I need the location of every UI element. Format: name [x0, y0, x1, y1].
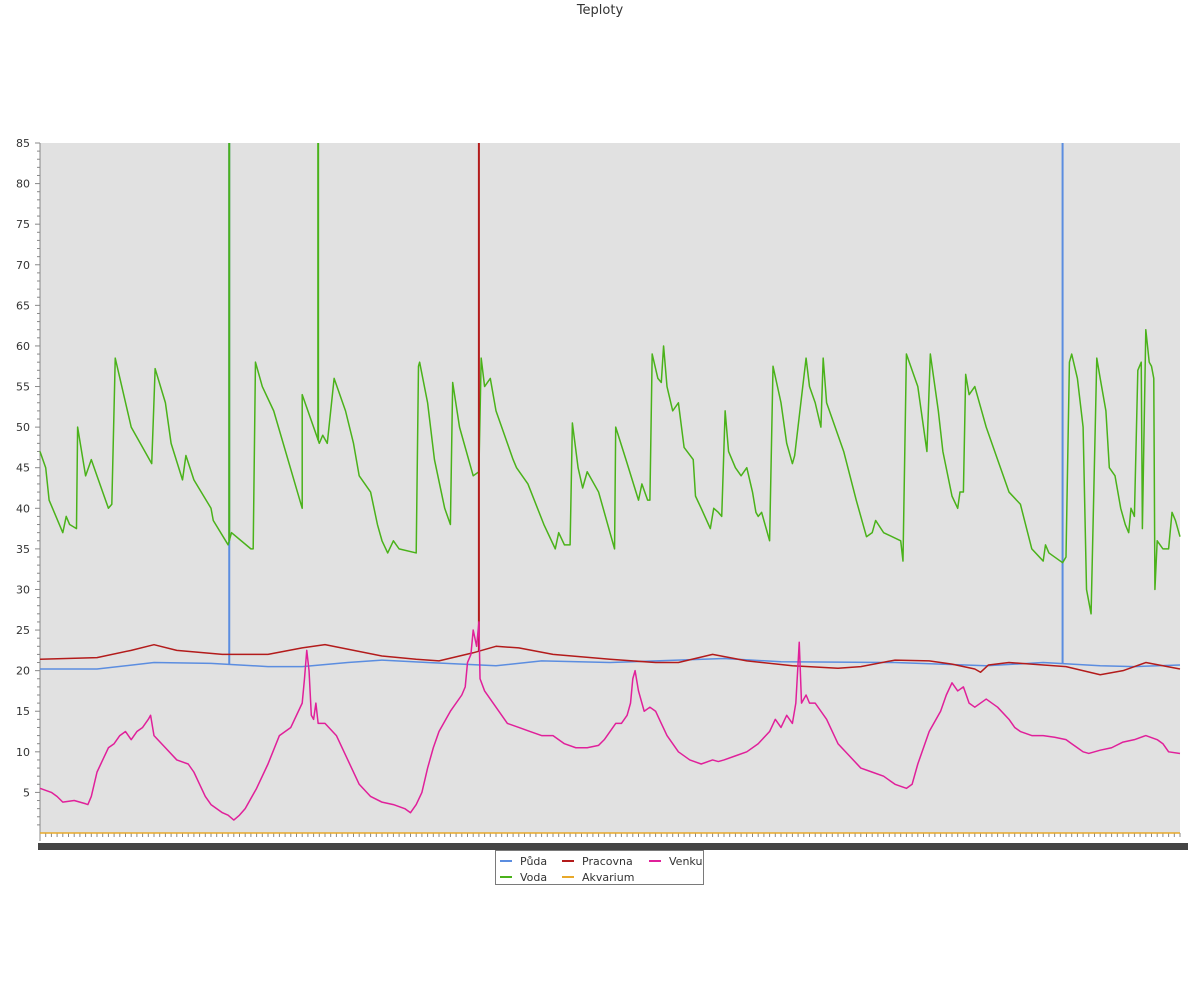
series-line-venku — [39, 621, 1181, 821]
series-group — [39, 143, 1181, 834]
legend-item-pracovna: Pracovna — [562, 854, 633, 868]
y-tick-label: 60 — [16, 340, 30, 353]
y-axis: 5 10 15 20 25 30 35 40 45 50 55 60 65 70 75 80 85 — [16, 137, 41, 841]
legend-item-voda: Voda — [500, 870, 547, 884]
y-tick-label: 50 — [16, 421, 30, 434]
y-tick-label: 5 — [23, 786, 30, 799]
legend-swatch-akvarium — [562, 876, 574, 878]
legend: Půda Pracovna Venku Voda Akvarium — [495, 850, 704, 885]
y-tick-label: 35 — [16, 543, 30, 556]
y-tick-label: 20 — [16, 665, 30, 678]
legend-label-puda: Půda — [520, 854, 548, 868]
y-tick-label: 10 — [16, 746, 30, 759]
legend-item-venku: Venku — [649, 854, 702, 868]
series-line-voda — [39, 328, 1181, 615]
legend-item-puda: Půda — [500, 854, 547, 868]
chart-title: Teploty — [576, 3, 624, 18]
legend-item-akvarium: Akvarium — [562, 870, 634, 884]
y-tick-label: 30 — [16, 583, 30, 596]
y-tick-label: 75 — [16, 218, 30, 231]
y-tick-label: 40 — [16, 502, 30, 515]
legend-label-venku: Venku — [669, 854, 703, 868]
y-tick-label: 70 — [16, 259, 30, 272]
legend-swatch-puda — [500, 860, 512, 862]
legend-label-akvarium: Akvarium — [582, 870, 635, 884]
legend-swatch-pracovna — [562, 860, 574, 862]
y-tick-label: 15 — [16, 705, 30, 718]
legend-swatch-voda — [500, 876, 512, 878]
y-tick-label: 55 — [16, 381, 30, 394]
legend-label-pracovna: Pracovna — [582, 854, 633, 868]
legend-label-voda: Voda — [520, 870, 548, 884]
x-axis — [38, 833, 1188, 850]
plot-background — [40, 143, 1180, 833]
y-tick-label: 65 — [16, 299, 30, 312]
y-tick-label: 80 — [16, 178, 30, 191]
x-tick-label-band — [38, 843, 1188, 850]
series-line-puda — [40, 657, 1181, 670]
y-tick-label: 45 — [16, 462, 30, 475]
series-line-pracovna — [39, 643, 1181, 676]
y-tick-label: 25 — [16, 624, 30, 637]
legend-swatch-venku — [649, 860, 661, 862]
y-tick-label: 85 — [16, 137, 30, 150]
